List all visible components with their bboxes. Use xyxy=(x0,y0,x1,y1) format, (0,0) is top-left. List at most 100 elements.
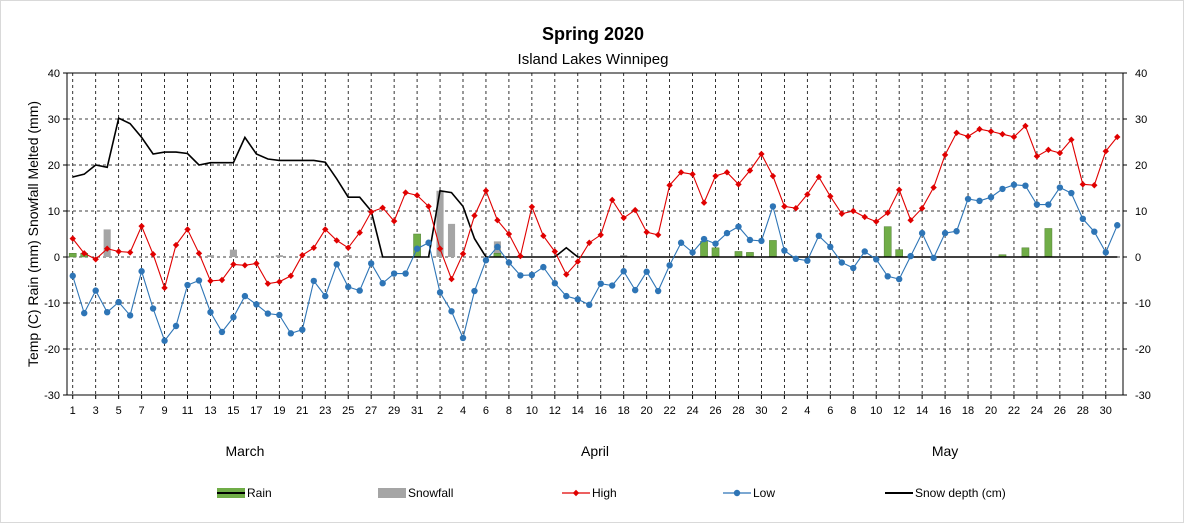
x-tick-label: 9 xyxy=(162,405,168,417)
x-tick-label: 26 xyxy=(1054,405,1066,417)
high-point xyxy=(494,217,501,224)
low-point xyxy=(964,195,972,203)
high-point xyxy=(1010,133,1018,141)
low-point xyxy=(367,260,375,267)
high-point xyxy=(172,241,180,249)
low-point xyxy=(287,330,295,337)
low-point xyxy=(700,235,708,243)
high-point xyxy=(425,203,432,210)
high-point xyxy=(207,277,214,285)
high-point xyxy=(92,256,99,263)
high-point xyxy=(953,129,960,136)
high-point xyxy=(482,187,490,194)
low-point xyxy=(195,277,203,284)
low-point xyxy=(586,301,593,309)
rain-bar xyxy=(700,241,708,258)
y-axis-label: Temp (C) Rain (mm) Snowfall Melted (mm) xyxy=(25,101,41,367)
x-tick-label: 30 xyxy=(755,405,767,417)
low-point xyxy=(1045,201,1052,208)
high-point xyxy=(367,208,375,216)
high-point xyxy=(333,237,340,244)
snowfall-bar xyxy=(436,190,444,257)
y-tick-label-right: 30 xyxy=(1135,114,1147,126)
x-tick-label: 5 xyxy=(116,405,122,417)
high-point xyxy=(964,133,972,140)
high-point xyxy=(723,169,731,176)
x-tick-label: 4 xyxy=(460,405,466,417)
high-point xyxy=(161,284,168,292)
high-point xyxy=(195,250,203,257)
x-tick-label: 30 xyxy=(1100,405,1112,417)
low-point xyxy=(230,314,237,321)
x-tick-label: 12 xyxy=(549,405,561,417)
low-point xyxy=(654,287,662,295)
high-point xyxy=(987,128,995,135)
low-point xyxy=(873,256,880,263)
high-point xyxy=(586,239,593,246)
rain-bar xyxy=(769,240,777,258)
high-point xyxy=(666,182,673,189)
low-point xyxy=(540,263,547,271)
low-point xyxy=(953,228,960,235)
high-point xyxy=(677,169,685,176)
high-point xyxy=(895,186,903,194)
snowfall-bar xyxy=(206,255,215,257)
high-point xyxy=(746,167,754,174)
high-point xyxy=(149,251,157,258)
plot-area xyxy=(66,72,1124,396)
y-tick-label-left: 40 xyxy=(48,68,60,80)
y-tick-label-right: -10 xyxy=(1135,298,1151,310)
low-point xyxy=(310,277,317,285)
low-point xyxy=(781,247,788,254)
low-point xyxy=(850,264,857,272)
x-tick-label: 11 xyxy=(182,405,193,417)
legend-label: Snow depth (cm) xyxy=(915,486,1006,500)
rain-bar xyxy=(1044,228,1053,258)
high-point xyxy=(241,262,249,269)
low-point xyxy=(1091,228,1098,235)
low-point xyxy=(333,261,340,268)
low-point xyxy=(459,334,467,342)
high-point xyxy=(264,280,272,287)
high-point xyxy=(390,217,398,225)
high-point xyxy=(597,231,604,239)
month-label: April xyxy=(581,443,609,459)
chart-title: Spring 2020 xyxy=(542,24,644,44)
x-tick-label: 18 xyxy=(962,405,974,417)
x-tick-label: 14 xyxy=(916,405,928,417)
chart-subtitle: Island Lakes Winnipeg xyxy=(518,51,669,68)
low-point xyxy=(264,310,272,317)
high-point xyxy=(184,226,191,233)
low-point xyxy=(930,254,937,262)
y-tick-label-right: 10 xyxy=(1135,206,1147,218)
low-point xyxy=(987,194,995,201)
rain-bar xyxy=(895,249,903,258)
x-tick-label: 25 xyxy=(342,405,354,417)
low-point xyxy=(184,281,191,289)
high-point xyxy=(941,151,949,159)
low-point xyxy=(999,185,1006,193)
high-point xyxy=(471,212,478,219)
low-point xyxy=(402,270,409,277)
y-tick-label-left: -30 xyxy=(44,390,60,402)
low-point xyxy=(689,249,696,256)
high-point xyxy=(413,192,421,199)
high-point xyxy=(884,209,891,217)
low-point xyxy=(1068,189,1075,197)
x-tick-label: 13 xyxy=(204,405,216,417)
x-tick-label: 7 xyxy=(139,405,145,417)
high-point xyxy=(1091,182,1098,189)
high-point xyxy=(712,172,719,180)
legend-label: Low xyxy=(753,486,775,500)
high-point xyxy=(735,181,742,188)
x-tick-label: 8 xyxy=(506,405,512,417)
high-point xyxy=(528,203,536,211)
rain-bar xyxy=(68,253,77,258)
high-point xyxy=(1022,122,1029,130)
high-point xyxy=(609,196,616,204)
low-point xyxy=(815,232,823,240)
low-point xyxy=(1079,215,1087,223)
low-point xyxy=(345,283,352,291)
high-point xyxy=(379,204,386,211)
